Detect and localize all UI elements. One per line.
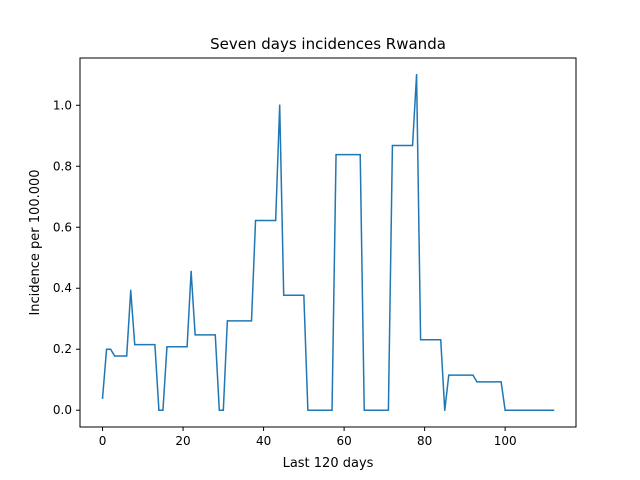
data-point <box>162 409 164 411</box>
data-point <box>359 153 361 156</box>
data-point <box>303 294 305 297</box>
data-point <box>282 294 285 297</box>
x-tick-label: 40 <box>256 434 271 448</box>
y-tick-label: 0.0 <box>53 403 72 417</box>
data-point <box>419 339 422 341</box>
data-point <box>500 381 502 383</box>
data-point <box>190 270 192 273</box>
x-axis-label: Last 120 days <box>283 456 374 471</box>
data-point <box>387 409 390 411</box>
data-point <box>134 343 136 346</box>
data-point <box>307 409 309 411</box>
series-line <box>101 74 555 411</box>
data-point <box>552 409 555 411</box>
data-point <box>125 355 128 357</box>
data-point <box>186 346 188 348</box>
data-point <box>250 320 253 322</box>
x-axis-ticks: 0 20 40 60 80 100 <box>99 427 517 448</box>
data-point <box>444 409 446 411</box>
data-point <box>254 219 257 222</box>
data-point <box>105 348 108 350</box>
y-tick-label: 0.2 <box>53 342 72 356</box>
data-point <box>448 374 450 376</box>
data-point <box>411 144 414 147</box>
data-point <box>415 74 418 76</box>
data-point <box>504 409 506 411</box>
data-point <box>113 355 116 357</box>
data-point <box>335 153 337 156</box>
data-point <box>166 346 168 348</box>
y-tick-label: 0.6 <box>53 220 72 234</box>
data-point <box>274 219 277 222</box>
plot-area <box>80 58 576 427</box>
x-tick-label: 100 <box>494 434 517 448</box>
axes-layer <box>79 57 577 428</box>
data-point <box>226 320 229 322</box>
x-tick-label: 0 <box>99 434 107 448</box>
x-tick-label: 60 <box>336 434 351 448</box>
data-point <box>101 397 104 399</box>
data-point <box>476 381 478 383</box>
data-point <box>331 409 333 411</box>
x-tick-label: 80 <box>417 434 432 448</box>
y-tick-label: 1.0 <box>53 98 72 112</box>
data-point <box>158 409 160 411</box>
data-point <box>129 289 132 292</box>
data-point <box>109 348 112 350</box>
data-point <box>194 334 196 336</box>
data-point <box>214 334 217 336</box>
data-point <box>439 339 442 341</box>
y-axis-ticks: 0.0 0.2 0.4 0.6 0.8 1.0 <box>53 98 80 417</box>
data-point <box>222 409 225 411</box>
data-point <box>472 374 474 376</box>
data-point <box>154 343 156 346</box>
chart-title: Seven days incidences Rwanda <box>210 35 446 53</box>
y-tick-label: 0.8 <box>53 159 72 173</box>
data-point <box>363 409 365 411</box>
y-axis-label: Incidence per 100.000 <box>28 169 43 315</box>
plot-frame <box>79 57 577 428</box>
data-point <box>278 104 281 107</box>
data-point <box>391 144 394 147</box>
series-layer <box>101 74 555 411</box>
x-tick-label: 20 <box>175 434 190 448</box>
data-point <box>218 409 221 411</box>
y-tick-label: 0.4 <box>53 281 72 295</box>
